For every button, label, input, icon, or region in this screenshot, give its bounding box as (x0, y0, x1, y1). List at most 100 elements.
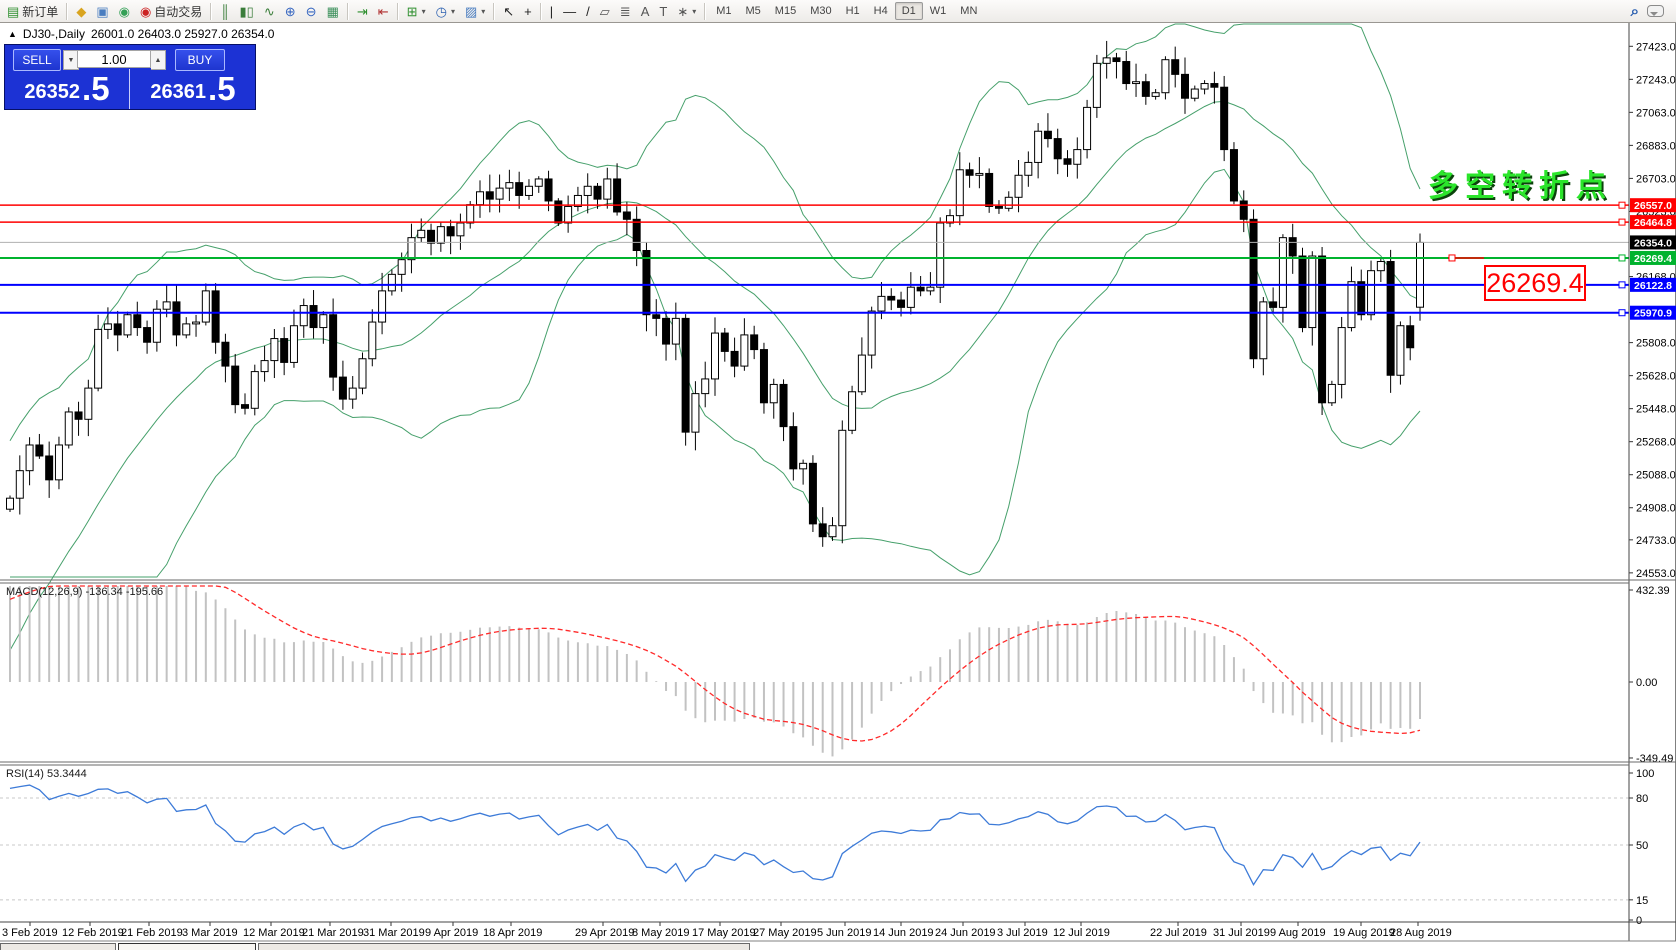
volume-input[interactable] (77, 50, 151, 68)
timeframe-h1-button[interactable]: H1 (845, 5, 860, 17)
buy-button[interactable]: BUY (175, 49, 225, 71)
zoom-in-button[interactable]: ⊕ (280, 0, 301, 22)
svg-text:26703.0: 26703.0 (1636, 173, 1676, 185)
new-order-button-label: 新订单 (22, 4, 59, 19)
sell-button[interactable]: SELL (13, 49, 61, 71)
symbol-period-label: DJ30-,Daily (22, 27, 85, 41)
timeframe-m1-button[interactable]: M1 (716, 5, 732, 17)
line-anchor[interactable] (1618, 309, 1626, 317)
equidistant-channel-icon: ▱ (599, 3, 610, 19)
svg-text:24733.0: 24733.0 (1636, 535, 1676, 547)
svg-text:21 Feb 2019: 21 Feb 2019 (121, 927, 183, 939)
chart-tab[interactable] (258, 943, 750, 950)
svg-text:3 Jul 2019: 3 Jul 2019 (997, 927, 1048, 939)
ohlc-values: 26001.0 26403.0 25927.0 26354.0 (90, 27, 275, 41)
dropdown-arrow-icon: ▾ (481, 6, 486, 16)
timeframe-m5-button[interactable]: M5 (745, 5, 761, 17)
price-tag (1630, 235, 1676, 250)
svg-text:19 Aug 2019: 19 Aug 2019 (1333, 927, 1395, 939)
svg-text:17 May 2019: 17 May 2019 (692, 927, 756, 939)
text-label-icon: T (659, 3, 668, 19)
svg-text:12 Jul 2019: 12 Jul 2019 (1053, 927, 1110, 939)
data-window-icon: ▣ (96, 3, 109, 19)
timeframe-w1-button[interactable]: W1 (929, 5, 947, 17)
chart-canvas[interactable]: 27423.027243.027063.026883.026703.026523… (0, 23, 1676, 943)
trendline-button[interactable]: / (581, 0, 595, 22)
line-chart-icon: ∿ (263, 3, 275, 19)
new-order-button[interactable]: ▤ 新订单 (2, 0, 63, 22)
symbol-marker-icon: ▲ (8, 29, 17, 39)
svg-text:50: 50 (1636, 840, 1648, 852)
svg-text:26269.4: 26269.4 (1634, 253, 1672, 265)
search-icon[interactable]: ⌕ (1630, 2, 1639, 20)
svg-text:31 Jul 2019: 31 Jul 2019 (1213, 927, 1270, 939)
new-order-icon: ▤ (7, 3, 20, 19)
timeframe-mn-button[interactable]: MN (960, 5, 978, 17)
chart-annotation-text[interactable]: 多空转折点 (1428, 170, 1613, 203)
svg-text:25448.0: 25448.0 (1636, 404, 1676, 416)
vertical-line-button[interactable]: | (545, 0, 558, 22)
line-anchor[interactable] (1618, 218, 1626, 226)
line-anchor[interactable] (1618, 254, 1626, 262)
toolbar-separator (396, 2, 399, 20)
buy-price[interactable]: 26361 .5 (131, 71, 255, 107)
chart-tab[interactable] (0, 943, 116, 950)
toolbar-separator (539, 2, 542, 20)
chart-tab[interactable] (118, 943, 256, 950)
fibonacci-button[interactable]: ≣ (615, 0, 636, 22)
timeframe-h4-button[interactable]: H4 (873, 5, 888, 17)
svg-text:26557.0: 26557.0 (1634, 200, 1672, 212)
auto-scroll-button[interactable]: ⇥ (352, 0, 373, 22)
sell-price[interactable]: 26352 .5 (5, 71, 129, 107)
text-button[interactable]: A (636, 0, 655, 22)
candlestick-chart-button[interactable]: ▮▯ (235, 0, 259, 22)
line-anchor[interactable] (1618, 201, 1626, 209)
line-chart-button[interactable]: ∿ (259, 0, 280, 22)
periods-button[interactable]: ◷ ▾ (431, 0, 460, 22)
zoom-out-button[interactable]: ⊖ (301, 0, 322, 22)
data-window-button[interactable]: ▣ (91, 0, 113, 22)
horizontal-line-button[interactable]: — (558, 0, 581, 22)
buy-price-main: 26361 (150, 81, 207, 103)
svg-text:12 Mar 2019: 12 Mar 2019 (243, 927, 305, 939)
chart-title: ▲ DJ30-,Daily 26001.0 26403.0 25927.0 26… (8, 27, 274, 41)
chart-shift-button[interactable]: ⇤ (373, 0, 394, 22)
indicators-button[interactable]: ⊞ ▾ (402, 0, 431, 22)
volume-increase-button[interactable]: ▲ (151, 50, 166, 70)
signals-button[interactable]: ◉ (114, 0, 135, 22)
timeframe-m30-button[interactable]: M30 (810, 5, 832, 17)
autotrading-button[interactable]: ◉ 自动交易 (135, 0, 207, 22)
svg-text:28 Aug 2019: 28 Aug 2019 (1390, 927, 1452, 939)
arrows-button[interactable]: ∗ ▾ (672, 0, 701, 22)
svg-text:25088.0: 25088.0 (1636, 470, 1676, 482)
crosshair-button[interactable]: + (519, 0, 537, 22)
svg-text:26122.8: 26122.8 (1634, 280, 1672, 292)
bands-layer (9, 23, 1421, 651)
timeframe-m15-button[interactable]: M15 (774, 5, 797, 17)
tile-windows-icon: ▦ (326, 3, 339, 19)
auto-scroll-icon: ⇥ (356, 3, 368, 19)
bar-chart-button[interactable]: ║ (215, 0, 234, 22)
tile-windows-button[interactable]: ▦ (322, 0, 344, 22)
equidistant-channel-button[interactable]: ▱ (595, 0, 615, 22)
chart-shift-icon: ⇤ (377, 3, 389, 19)
price-tag (1630, 215, 1676, 230)
horizontal-line-icon: — (563, 3, 577, 19)
price-tag (1630, 198, 1676, 213)
candles-layer (6, 40, 1424, 547)
toolbar-separator (704, 2, 707, 20)
text-label-button[interactable]: T (654, 0, 672, 22)
templates-button[interactable]: ▨ ▾ (460, 0, 490, 22)
price-callout-label[interactable]: 26269.4 (1484, 265, 1586, 301)
market-watch-icon: ◆ (76, 3, 87, 19)
market-watch-button[interactable]: ◆ (71, 0, 91, 22)
cursor-button[interactable]: ↖ (498, 0, 519, 22)
sell-price-main: 26352 (24, 81, 81, 103)
community-chat-icon[interactable] (1647, 5, 1664, 17)
timeframe-d1-button[interactable]: D1 (894, 2, 923, 20)
line-anchor[interactable] (1618, 281, 1626, 289)
svg-text:24908.0: 24908.0 (1636, 503, 1676, 515)
trendline-icon: / (586, 3, 590, 19)
periods-icon: ◷ (435, 3, 447, 19)
fibonacci-icon: ≣ (619, 3, 631, 19)
